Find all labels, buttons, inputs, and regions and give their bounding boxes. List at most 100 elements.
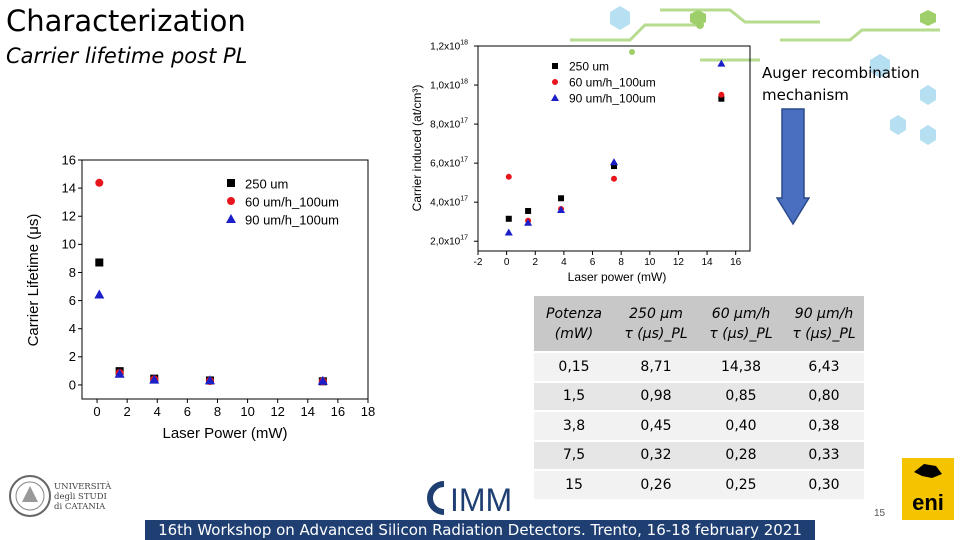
x-tick-label: 0 <box>93 404 100 419</box>
data-point <box>557 206 566 213</box>
y-tick-label: 1,0x1018 <box>430 78 468 91</box>
y-tick-label: 8 <box>69 265 76 280</box>
data-point <box>317 375 328 385</box>
table-row: 7,5 0,32 0,28 0,33 <box>534 440 864 471</box>
table-row: 3,8 0,45 0,40 0,38 <box>534 411 864 442</box>
data-point <box>558 195 565 202</box>
plot-frame <box>81 159 369 400</box>
x-tick-label: 2 <box>532 257 538 268</box>
legend-marker <box>227 179 235 187</box>
x-tick-label: 4 <box>561 257 567 268</box>
annotation-line: Auger recombination <box>762 64 920 82</box>
down-arrow-icon <box>776 108 810 226</box>
unict-logo-text: UNIVERSITÀ degli STUDI di CATANIA <box>54 482 112 512</box>
data-point <box>95 178 104 187</box>
page-number: 15 <box>874 508 886 519</box>
table-header: 60 μm/h τ (μs)_PL <box>698 296 784 353</box>
table-row: 1,5 0,98 0,85 0,80 <box>534 381 864 412</box>
x-axis-label: Laser Power (mW) <box>162 425 287 442</box>
unict-seal-icon <box>9 475 51 517</box>
y-tick-label: 1,2x1018 <box>430 39 468 52</box>
footer-bar: 16th Workshop on Advanced Silicon Radiat… <box>145 520 815 540</box>
y-tick-label: 6 <box>69 293 76 308</box>
legend-entry: 60 um/h_100um <box>569 75 656 89</box>
imm-logo-text: IMM <box>450 482 512 516</box>
x-tick-label: 14 <box>301 404 315 419</box>
x-tick-label: 6 <box>184 404 191 419</box>
auger-annotation: Auger recombination mechanism <box>762 62 920 106</box>
x-tick-label: 14 <box>701 257 713 268</box>
y-tick-label: 6,0x1017 <box>430 156 468 169</box>
legend-marker <box>552 63 558 69</box>
table-row: 0,15 8,71 14,38 6,43 <box>534 352 864 383</box>
data-point <box>505 173 512 180</box>
data-point <box>718 91 725 98</box>
annotation-line: mechanism <box>762 86 849 104</box>
x-tick-label: 16 <box>331 404 345 419</box>
circuit-decoration-icon <box>570 6 940 145</box>
table-header: 90 μm/h τ (μs)_PL <box>784 296 864 353</box>
legend-entry: 250 um <box>245 176 288 191</box>
eni-logo-icon: eni <box>902 458 954 520</box>
plot-frame <box>477 45 751 252</box>
data-point <box>717 59 726 67</box>
x-tick-label: 2 <box>124 404 131 419</box>
table-header: Potenza (mW) <box>534 296 614 353</box>
lifetime-table: Potenza (mW) 250 μm τ (μs)_PL 60 μm/h τ (μs… <box>534 296 864 501</box>
data-point <box>718 95 725 102</box>
data-point <box>114 368 125 378</box>
x-tick-label: 4 <box>154 404 161 419</box>
legend-entry: 250 um <box>569 59 609 73</box>
data-point <box>505 215 512 222</box>
data-point <box>95 258 104 267</box>
legend-marker <box>551 94 559 101</box>
y-tick-label: 4,0x1017 <box>430 196 468 209</box>
data-point <box>610 158 618 166</box>
y-tick-label: 2 <box>69 349 76 364</box>
table-header: 250 μm τ (μs)_PL <box>614 296 698 353</box>
carrier-induced-chart: -2 0 2 4 6 8 10 12 14 16 2,0x1017 4,0x1017 6,0x1017… <box>410 39 751 284</box>
x-tick-label: 8 <box>214 404 221 419</box>
legend-entry: 90 um/h_100um <box>569 91 656 105</box>
y-tick-label: 12 <box>62 209 76 224</box>
x-axis-label: Laser power (mW) <box>568 270 667 284</box>
y-tick-label: 0 <box>69 377 76 392</box>
y-tick-label: 2,0x1017 <box>430 235 468 248</box>
x-tick-label: -2 <box>474 257 483 268</box>
x-tick-label: 10 <box>240 404 254 419</box>
data-point <box>525 207 532 214</box>
slide-title: Characterization <box>6 4 246 38</box>
y-tick-label: 14 <box>62 180 76 195</box>
data-point <box>149 374 160 384</box>
y-axis-label: Carrier Lifetime (μs) <box>25 214 42 347</box>
x-tick-label: 12 <box>270 404 284 419</box>
x-tick-label: 12 <box>673 257 685 268</box>
data-point <box>94 289 105 299</box>
y-axis-label: Carrier induced (at/cm³) <box>410 85 424 212</box>
legend-marker <box>226 214 236 223</box>
data-point <box>504 228 513 236</box>
x-tick-label: 18 <box>361 404 375 419</box>
legend-marker <box>552 79 558 85</box>
data-point <box>611 163 617 170</box>
data-point <box>524 218 533 226</box>
eni-logo-text: eni <box>912 490 944 515</box>
data-point <box>204 375 215 385</box>
y-tick-label: 8,0x1017 <box>430 117 468 130</box>
x-tick-label: 0 <box>504 257 510 268</box>
x-tick-label: 6 <box>590 257 596 268</box>
data-point <box>611 175 617 182</box>
x-tick-label: 16 <box>730 257 742 268</box>
legend-entry: 60 um/h_100um <box>245 194 339 209</box>
y-tick-label: 4 <box>69 321 76 336</box>
table-row: 15 0,26 0,25 0,30 <box>534 470 864 501</box>
y-tick-label: 16 <box>62 152 76 167</box>
legend-entry: 90 um/h_100um <box>245 212 339 227</box>
imm-logo-icon: IMM <box>427 481 512 516</box>
slide-subtitle: Carrier lifetime post PL <box>6 44 248 68</box>
legend-marker <box>227 197 235 205</box>
x-tick-label: 10 <box>644 257 656 268</box>
y-tick-label: 10 <box>62 237 76 252</box>
carrier-lifetime-chart: 0 2 4 6 8 10 12 14 16 18 0 2 4 6 8 10 12 14 16 250 um 60 u… <box>25 152 375 442</box>
x-tick-label: 8 <box>618 257 624 268</box>
